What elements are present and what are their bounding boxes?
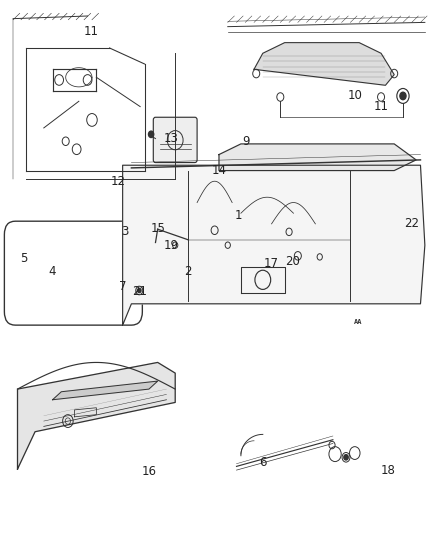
Text: 16: 16 [141,465,156,478]
Text: AA: AA [354,319,363,326]
Polygon shape [53,381,158,400]
FancyBboxPatch shape [153,117,197,163]
Text: 15: 15 [150,222,165,235]
Text: 3: 3 [121,225,128,238]
Text: 13: 13 [163,132,178,145]
Text: 19: 19 [163,239,178,252]
Text: 21: 21 [132,285,147,298]
Text: 7: 7 [119,280,127,293]
Text: 4: 4 [49,265,57,278]
Circle shape [148,131,154,138]
Circle shape [400,92,406,100]
Text: 20: 20 [285,255,300,268]
Text: 14: 14 [212,164,226,177]
Text: 11: 11 [374,100,389,113]
Text: 11: 11 [84,26,99,38]
Polygon shape [18,362,175,469]
Polygon shape [219,144,416,171]
Text: 17: 17 [263,257,278,270]
Circle shape [138,288,141,293]
Text: 2: 2 [184,265,192,278]
Text: 12: 12 [111,175,126,188]
Polygon shape [254,43,394,85]
Circle shape [344,455,348,460]
Text: 1: 1 [235,209,243,222]
Text: 18: 18 [380,464,395,477]
Text: 6: 6 [259,456,267,469]
Polygon shape [123,165,425,325]
Text: 5: 5 [21,252,28,265]
Text: 22: 22 [404,217,419,230]
Text: 10: 10 [347,90,362,102]
Text: 9: 9 [242,135,250,148]
